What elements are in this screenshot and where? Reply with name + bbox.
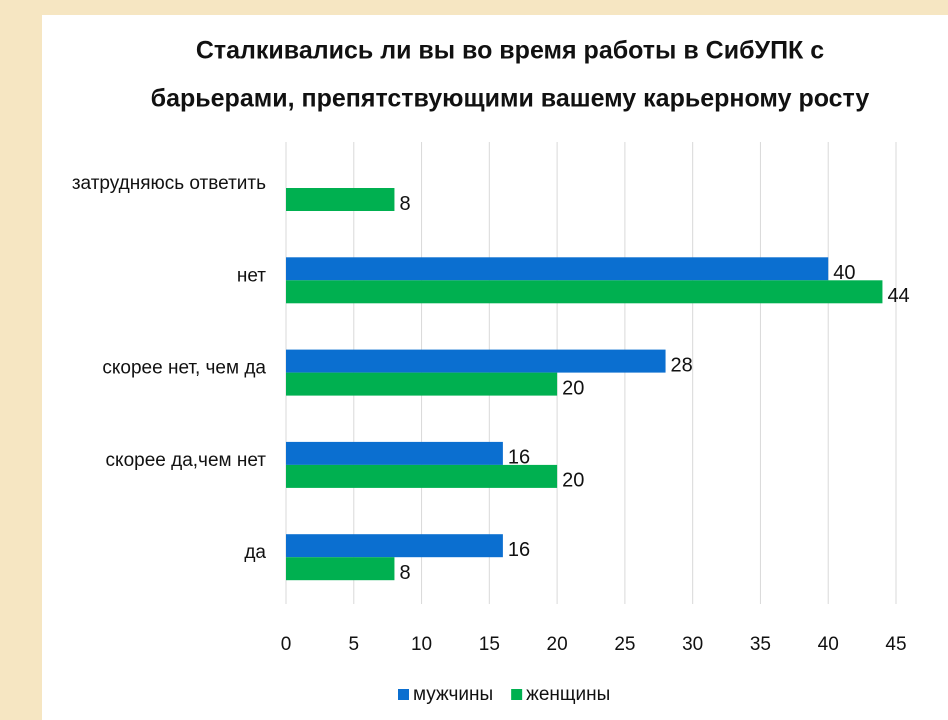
legend-label: женщины	[526, 684, 610, 705]
bar	[286, 280, 883, 304]
legend-swatch	[511, 689, 523, 700]
y-tick-label: скорее да,чем нет	[106, 450, 267, 471]
x-tick-label: 40	[818, 634, 839, 655]
bar	[286, 372, 558, 396]
data-label: 16	[508, 447, 530, 469]
bar	[286, 534, 503, 558]
x-tick-label: 25	[614, 634, 635, 655]
data-label: 40	[833, 262, 855, 284]
legend-swatch	[398, 689, 409, 700]
data-label: 20	[562, 377, 584, 399]
y-tick-label: скорее нет, чем да	[102, 358, 266, 379]
x-tick-label: 15	[479, 634, 500, 655]
x-tick-label: 30	[682, 634, 703, 655]
data-label: 44	[887, 285, 909, 307]
chart-title: Сталкивались ли вы во время работы в Сиб…	[196, 37, 824, 65]
x-tick-label: 5	[348, 634, 359, 655]
bar	[286, 557, 395, 581]
data-label: 28	[671, 354, 693, 376]
x-tick-label: 35	[750, 634, 771, 655]
legend-label: мужчины	[413, 684, 493, 705]
x-tick-label: 20	[547, 634, 568, 655]
bar	[286, 464, 558, 488]
data-label: 20	[562, 470, 584, 492]
data-label: 16	[508, 539, 530, 561]
chart-title: барьерами, препятствующими вашему карьер…	[151, 85, 870, 113]
bar	[286, 188, 395, 211]
x-tick-label: 0	[281, 634, 292, 655]
x-tick-label: 10	[411, 634, 432, 655]
data-label: 8	[399, 562, 410, 584]
bar	[286, 349, 666, 373]
y-tick-label: да	[244, 542, 266, 563]
x-tick-label: 45	[885, 634, 906, 655]
data-label: 8	[399, 193, 410, 215]
bar	[286, 441, 503, 465]
y-tick-label: нет	[237, 265, 266, 286]
bar	[286, 257, 829, 281]
y-tick-label: затрудняюсь ответить	[72, 173, 266, 194]
